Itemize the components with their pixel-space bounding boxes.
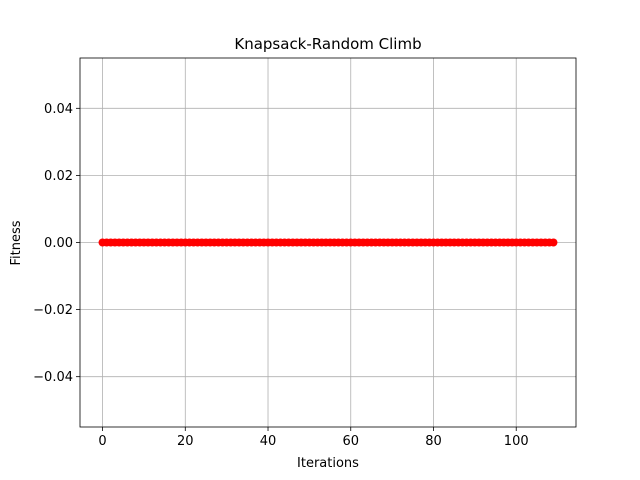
- x-tick-label: 80: [425, 434, 442, 449]
- x-tick-label: 20: [177, 434, 194, 449]
- x-tick-label: 0: [98, 434, 106, 449]
- y-tick-label: 0.00: [44, 236, 73, 251]
- x-tick-label: 100: [504, 434, 529, 449]
- x-tick-label: 40: [260, 434, 277, 449]
- y-tick-label: 0.02: [44, 169, 73, 184]
- x-tick-label: 60: [342, 434, 359, 449]
- series-layer: [98, 238, 558, 247]
- chart-title: Knapsack-Random Climb: [234, 35, 421, 53]
- tick-layer: 0 20 40 60 80 100 −0.04 −0.02 0.00 0.02 0.04: [33, 102, 528, 449]
- data-point: [549, 238, 558, 247]
- x-axis-label: Iterations: [297, 456, 359, 471]
- y-axis-label: Fitness: [9, 220, 24, 265]
- y-tick-label: 0.04: [44, 102, 73, 117]
- y-tick-label: −0.02: [33, 303, 73, 318]
- y-tick-label: −0.04: [33, 370, 73, 385]
